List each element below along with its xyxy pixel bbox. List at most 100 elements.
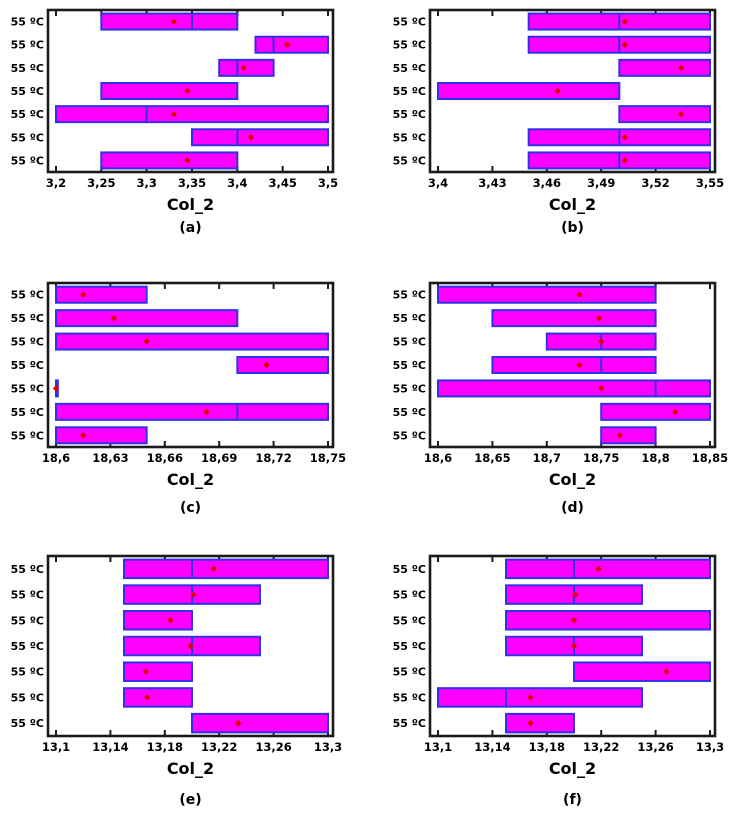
mean-marker bbox=[110, 314, 118, 322]
x-tick-label: 3,2 bbox=[46, 176, 66, 190]
mean-marker bbox=[170, 18, 178, 25]
y-axis-label: 55 ºC bbox=[393, 666, 426, 679]
box bbox=[123, 610, 193, 631]
box bbox=[55, 285, 148, 304]
boxplot-svg-d: 18,6 18,65 18,7 18,75 18,8 18,85 55 ºC 55 ºC 55 … bbox=[393, 281, 728, 516]
box bbox=[123, 661, 193, 682]
y-axis-label: 55 ºC bbox=[393, 589, 426, 602]
x-tick-label: 13,14 bbox=[474, 740, 510, 754]
x-tick-label: 3,4 bbox=[227, 176, 247, 190]
mean-marker bbox=[184, 87, 191, 95]
y-axis-label: 55 ºC bbox=[393, 131, 426, 144]
y-axis-label: 55 ºC bbox=[11, 429, 44, 442]
box bbox=[491, 309, 657, 328]
box bbox=[600, 402, 711, 421]
box bbox=[55, 426, 148, 445]
y-axis-label: 55 ºC bbox=[11, 39, 44, 52]
mean-marker bbox=[621, 18, 628, 25]
x-tick-label: 13,14 bbox=[92, 740, 128, 754]
x-tick-label: 13,1 bbox=[424, 740, 452, 754]
x-tick-label: 18,6 bbox=[42, 451, 70, 465]
mean-marker bbox=[621, 41, 628, 48]
x-tick-label: 18,6 bbox=[424, 451, 452, 465]
y-axis-label: 55 ºC bbox=[11, 382, 44, 395]
x-axis-title: Col_2 bbox=[549, 195, 596, 214]
panel-caption: (b) bbox=[561, 220, 584, 236]
panel-a: 3,2 3,25 3,3 3,35 3,4 3,45 3,5 55 ºC 55 ºC 55 ºC 5… bbox=[2, 2, 354, 252]
y-axis-label: 55 ºC bbox=[393, 640, 426, 653]
panel-d: 18,6 18,65 18,7 18,75 18,8 18,85 55 ºC 55 ºC 55 … bbox=[384, 275, 736, 529]
x-tick-label: 18,66 bbox=[147, 451, 183, 465]
x-axis-title: Col_2 bbox=[549, 759, 596, 778]
mean-marker bbox=[52, 385, 60, 392]
x-tick-label: 3,4 bbox=[428, 176, 448, 190]
mean-marker bbox=[240, 64, 247, 72]
x-tick-label: 3,5 bbox=[318, 176, 338, 190]
panel-caption: (f) bbox=[563, 792, 582, 808]
y-axis-label: 55 ºC bbox=[393, 336, 426, 349]
box bbox=[55, 332, 329, 351]
mean-marker bbox=[570, 642, 578, 650]
panel-e: 13,1 13,14 13,18 13,22 13,26 13,3 55 ºC 55 ºC 55… bbox=[2, 548, 354, 828]
mean-marker bbox=[203, 408, 210, 416]
x-tick-label: 13,26 bbox=[637, 740, 673, 754]
y-axis-label: 55 ºC bbox=[11, 289, 44, 302]
y-axis-label: 55 ºC bbox=[11, 666, 44, 679]
plot-frame bbox=[428, 554, 717, 738]
box bbox=[437, 379, 711, 398]
x-tick-label: 13,18 bbox=[529, 740, 565, 754]
panel-caption: (d) bbox=[561, 500, 584, 516]
y-axis-label: 55 ºC bbox=[11, 614, 44, 627]
box bbox=[123, 687, 193, 708]
y-axis-label: 55 ºC bbox=[11, 131, 44, 144]
boxplot-svg-e: 13,1 13,14 13,18 13,22 13,26 13,3 55 ºC 55 ºC 55… bbox=[11, 554, 342, 808]
y-axis-label: 55 ºC bbox=[11, 336, 44, 349]
y-axis-label: 55 ºC bbox=[393, 154, 426, 167]
boxplot-svg-f: 13,1 13,14 13,18 13,22 13,26 13,3 55 ºC 55 ºC 55… bbox=[393, 554, 724, 808]
box bbox=[55, 309, 239, 328]
panel-caption: (c) bbox=[180, 500, 201, 516]
panel-c: 18,6 18,63 18,66 18,69 18,72 18,75 55 ºC 55 ºC 5… bbox=[2, 275, 354, 529]
x-tick-label: 13,1 bbox=[42, 740, 70, 754]
box bbox=[491, 356, 657, 374]
x-tick-label: 3,46 bbox=[533, 176, 561, 190]
box bbox=[437, 285, 657, 304]
x-tick-label: 3,35 bbox=[178, 176, 206, 190]
x-tick-label: 18,7 bbox=[533, 451, 561, 465]
x-tick-label: 13,22 bbox=[201, 740, 237, 754]
box bbox=[505, 610, 711, 631]
y-axis-label: 55 ºC bbox=[393, 62, 426, 75]
y-axis-label: 55 ºC bbox=[11, 108, 44, 121]
box bbox=[437, 687, 643, 708]
box bbox=[254, 35, 329, 54]
y-axis-label: 55 ºC bbox=[11, 16, 44, 29]
x-tick-label: 18,75 bbox=[583, 451, 619, 465]
y-axis-label: 55 ºC bbox=[11, 359, 44, 372]
plot-frame bbox=[428, 281, 717, 449]
y-axis-label: 55 ºC bbox=[393, 382, 426, 395]
mean-marker bbox=[284, 41, 291, 48]
mean-marker bbox=[576, 361, 583, 369]
x-tick-label: 18,72 bbox=[255, 451, 291, 465]
panel-f: 13,1 13,14 13,18 13,22 13,26 13,3 55 ºC 55 ºC 55… bbox=[384, 548, 736, 828]
panel-caption: (a) bbox=[179, 220, 201, 236]
y-axis-label: 55 ºC bbox=[11, 563, 44, 576]
box bbox=[55, 105, 329, 124]
mean-marker bbox=[184, 157, 191, 164]
box bbox=[618, 58, 711, 77]
mean-marker bbox=[263, 361, 270, 369]
boxplot-svg-b: 3,4 3,43 3,46 3,49 3,52 3,55 55 ºC 55 ºC 55 ºC 55… bbox=[393, 8, 724, 236]
panel-caption: (e) bbox=[179, 792, 201, 808]
x-tick-label: 13,3 bbox=[696, 740, 724, 754]
y-axis-label: 55 ºC bbox=[393, 406, 426, 419]
mean-marker bbox=[170, 110, 178, 118]
mean-marker bbox=[143, 338, 150, 345]
box bbox=[618, 105, 711, 124]
x-tick-label: 18,75 bbox=[310, 451, 346, 465]
y-axis-label: 55 ºC bbox=[393, 429, 426, 442]
mean-marker bbox=[570, 617, 578, 624]
y-axis-label: 55 ºC bbox=[393, 691, 426, 704]
panel-b: 3,4 3,43 3,46 3,49 3,52 3,55 55 ºC 55 ºC 55 ºC 55… bbox=[384, 2, 736, 252]
box bbox=[55, 402, 329, 421]
y-axis-label: 55 ºC bbox=[11, 62, 44, 75]
